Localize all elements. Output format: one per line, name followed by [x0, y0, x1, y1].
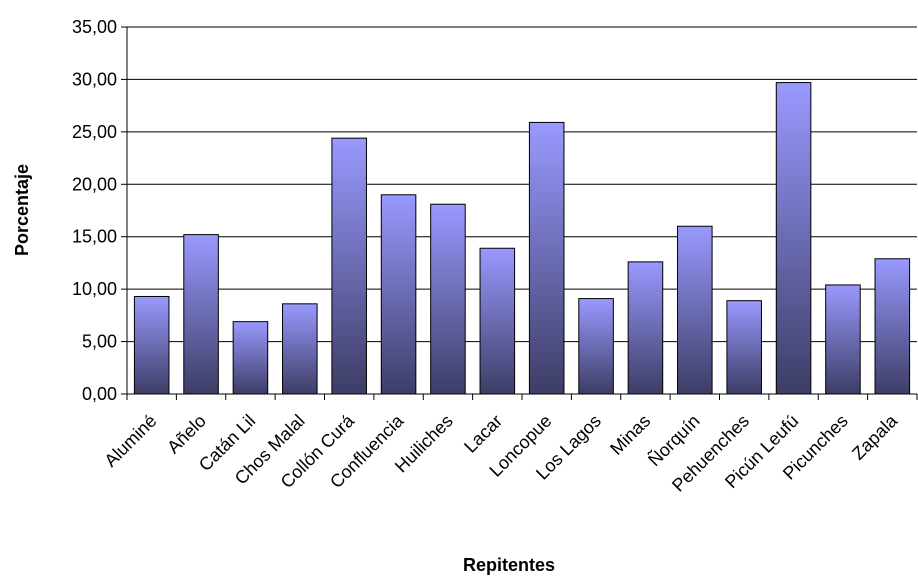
bar	[380, 194, 417, 395]
bar	[874, 258, 911, 395]
bar	[825, 284, 861, 395]
x-tick-label: Lacar	[460, 411, 506, 457]
y-tick-label: 5,00	[82, 332, 117, 352]
x-axis-title: Repitentes	[463, 555, 555, 575]
bar	[232, 321, 269, 395]
bar	[133, 295, 170, 395]
y-tick-label: 25,00	[72, 122, 117, 142]
y-tick-label: 0,00	[82, 384, 117, 404]
bar	[627, 261, 664, 395]
y-tick-label: 20,00	[72, 174, 117, 194]
bar	[331, 137, 367, 395]
bars	[133, 82, 911, 395]
bar	[282, 303, 318, 395]
x-tick-label: Zapala	[848, 410, 902, 464]
bar	[726, 300, 762, 395]
y-tick-label: 10,00	[72, 279, 117, 299]
y-tick-labels: 0,00 5,00 10,00 15,00 20,00 25,00 30,00 35,00	[72, 17, 117, 404]
bar	[775, 82, 812, 395]
bar	[528, 121, 565, 395]
bar	[578, 298, 614, 395]
gridlines	[127, 26, 917, 343]
x-tick-label: Añelo	[163, 411, 210, 458]
bar	[677, 225, 713, 395]
x-tick-label: Aluminé	[100, 411, 160, 471]
x-tick-label: Minas	[606, 411, 654, 459]
y-tick-label: 35,00	[72, 17, 117, 37]
y-tick-label: 15,00	[72, 227, 117, 247]
bar	[183, 234, 219, 395]
axes	[121, 26, 918, 400]
bar	[479, 247, 516, 395]
y-tick-label: 30,00	[72, 69, 117, 89]
bar	[430, 203, 466, 395]
y-axis-title: Porcentaje	[12, 164, 32, 256]
